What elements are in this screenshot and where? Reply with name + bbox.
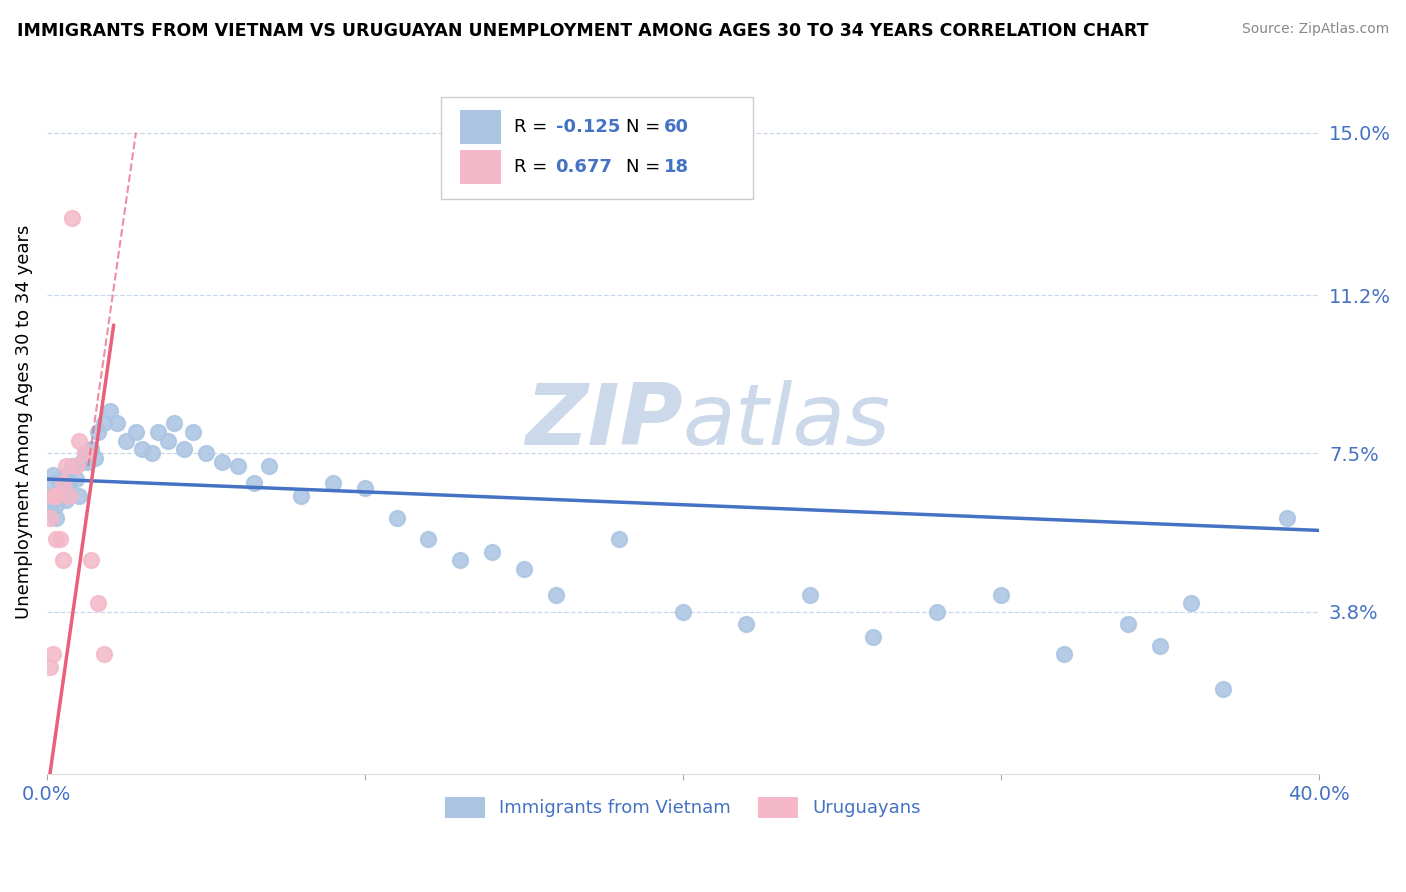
Point xyxy=(115,434,138,448)
Point xyxy=(131,442,153,456)
Text: ZIP: ZIP xyxy=(524,380,683,463)
Point xyxy=(449,553,471,567)
Point xyxy=(607,532,630,546)
Point xyxy=(173,442,195,456)
Point xyxy=(990,587,1012,601)
Point xyxy=(418,532,440,546)
Y-axis label: Unemployment Among Ages 30 to 34 years: Unemployment Among Ages 30 to 34 years xyxy=(15,224,32,618)
Point xyxy=(156,434,179,448)
Point xyxy=(48,532,70,546)
Text: R =: R = xyxy=(513,118,553,136)
Point xyxy=(55,459,77,474)
FancyBboxPatch shape xyxy=(441,96,752,199)
Point xyxy=(39,510,62,524)
Point xyxy=(259,459,281,474)
Point xyxy=(290,489,312,503)
Point xyxy=(48,489,70,503)
Text: R =: R = xyxy=(513,158,553,177)
Point xyxy=(1053,648,1076,662)
Point xyxy=(385,510,408,524)
Point xyxy=(70,455,93,469)
Point xyxy=(1180,596,1202,610)
Bar xyxy=(460,110,501,144)
Point xyxy=(672,605,695,619)
Point xyxy=(48,476,70,491)
Point xyxy=(42,489,65,503)
Point xyxy=(39,502,62,516)
Text: 60: 60 xyxy=(664,118,689,136)
Point xyxy=(1116,617,1139,632)
Point xyxy=(42,476,65,491)
Point xyxy=(544,587,567,601)
Point xyxy=(58,476,80,491)
Text: atlas: atlas xyxy=(683,380,891,463)
Point xyxy=(242,476,264,491)
Point xyxy=(45,510,67,524)
Point xyxy=(65,472,87,486)
Point xyxy=(181,425,204,439)
Point xyxy=(353,481,375,495)
Point xyxy=(735,617,758,632)
Text: N =: N = xyxy=(626,118,665,136)
Point xyxy=(194,446,217,460)
Point xyxy=(45,498,67,512)
Point xyxy=(77,455,100,469)
Point xyxy=(52,484,75,499)
Point xyxy=(73,446,96,460)
Text: -0.125: -0.125 xyxy=(555,118,620,136)
Point xyxy=(141,446,163,460)
Point xyxy=(211,455,233,469)
Point xyxy=(45,489,67,503)
Text: 0.677: 0.677 xyxy=(555,158,613,177)
Point xyxy=(226,459,249,474)
Point xyxy=(60,211,83,226)
Point xyxy=(42,648,65,662)
Text: IMMIGRANTS FROM VIETNAM VS URUGUAYAN UNEMPLOYMENT AMONG AGES 30 TO 34 YEARS CORR: IMMIGRANTS FROM VIETNAM VS URUGUAYAN UNE… xyxy=(17,22,1149,40)
Point xyxy=(45,532,67,546)
Point xyxy=(80,442,103,456)
Text: N =: N = xyxy=(626,158,665,177)
Point xyxy=(125,425,148,439)
Point xyxy=(67,489,90,503)
Point xyxy=(83,450,105,465)
Point xyxy=(322,476,344,491)
Point xyxy=(513,562,536,576)
Legend: Immigrants from Vietnam, Uruguayans: Immigrants from Vietnam, Uruguayans xyxy=(437,789,928,825)
Point xyxy=(163,417,186,431)
Point xyxy=(1275,510,1298,524)
Point xyxy=(481,545,503,559)
Point xyxy=(87,596,110,610)
Point xyxy=(925,605,948,619)
Point xyxy=(146,425,169,439)
Point xyxy=(65,459,87,474)
Point xyxy=(862,630,884,644)
Point xyxy=(93,417,115,431)
Point xyxy=(52,553,75,567)
Point xyxy=(100,403,122,417)
Point xyxy=(55,493,77,508)
Point xyxy=(58,489,80,503)
Point xyxy=(799,587,821,601)
Point xyxy=(80,553,103,567)
Point xyxy=(93,648,115,662)
Point xyxy=(87,425,110,439)
Point xyxy=(55,467,77,482)
Text: Source: ZipAtlas.com: Source: ZipAtlas.com xyxy=(1241,22,1389,37)
Bar xyxy=(460,151,501,185)
Point xyxy=(1212,681,1234,696)
Point xyxy=(105,417,128,431)
Point xyxy=(67,434,90,448)
Point xyxy=(39,660,62,674)
Point xyxy=(39,489,62,503)
Point xyxy=(1149,639,1171,653)
Point xyxy=(60,459,83,474)
Text: 18: 18 xyxy=(664,158,689,177)
Point xyxy=(52,476,75,491)
Point xyxy=(73,446,96,460)
Point xyxy=(42,467,65,482)
